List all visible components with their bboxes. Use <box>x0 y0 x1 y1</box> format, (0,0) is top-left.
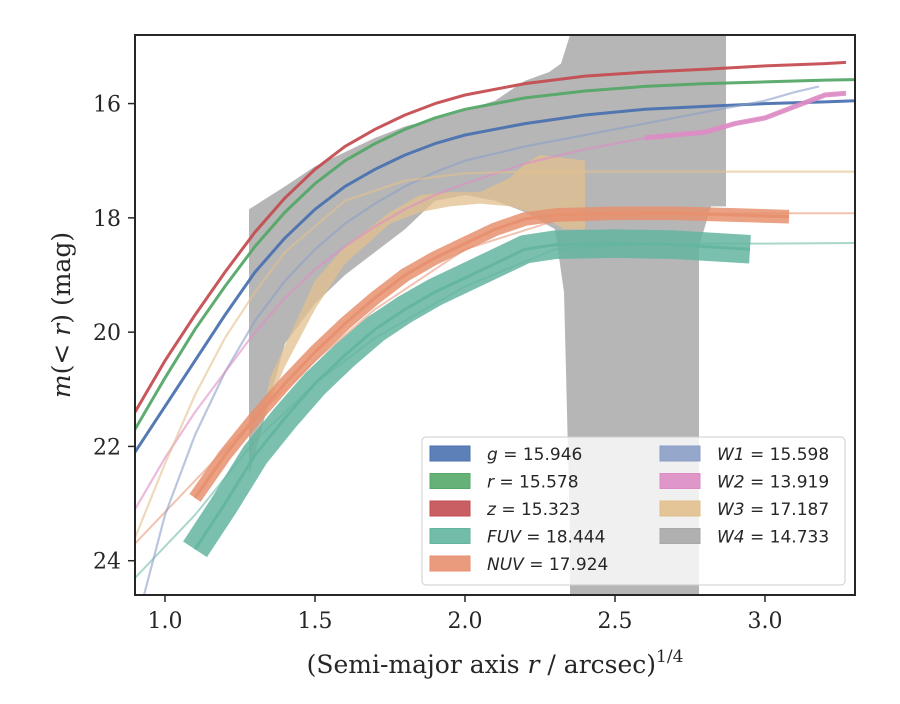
legend-swatch <box>659 445 701 462</box>
legend-item-w4: W4 = 14.733 <box>659 528 829 548</box>
legend-item-w1: W1 = 15.598 <box>659 445 829 465</box>
legend-item-w3: W3 = 17.187 <box>659 500 829 520</box>
legend-item-w2: W2 = 13.919 <box>659 473 829 493</box>
legend-box <box>421 436 846 586</box>
series-w3-line <box>135 170 855 539</box>
x-tick-label: 3.0 <box>748 609 783 634</box>
y-tick-label: 16 <box>93 93 121 118</box>
series-g-line <box>135 99 855 453</box>
legend-item-z: z = 15.323 <box>429 500 580 520</box>
series-fuv-line <box>193 242 751 551</box>
band-w3 <box>249 155 585 481</box>
series-nuv-line <box>193 211 790 499</box>
x-tick-label: 2.0 <box>448 609 483 634</box>
y-axis-label: m(< r) (mag) <box>47 232 76 398</box>
legend-swatch <box>429 528 471 544</box>
y-axis-label-open: ( <box>47 365 76 375</box>
legend-label: W3 = 17.187 <box>717 500 829 520</box>
y-tick-label: 20 <box>93 321 121 346</box>
legend-swatch <box>659 500 701 517</box>
axes-frame <box>134 34 856 596</box>
x-axis-label-pre: (Semi-major axis <box>307 650 528 679</box>
axis-ticks: 1.0 1.5 2.0 2.5 3.0 16 18 20 22 24 <box>93 93 783 634</box>
x-axis-label-var: r <box>528 650 542 679</box>
y-axis-label-var: m <box>47 374 76 398</box>
legend-label: NUV = 17.924 <box>487 555 608 575</box>
y-tick-label: 24 <box>93 550 121 575</box>
legend-item-g: g = 15.946 <box>429 445 582 465</box>
legend-swatch <box>659 473 701 489</box>
y-axis-label-cond: < r <box>47 322 76 365</box>
legend-swatch <box>429 445 471 462</box>
legend: g = 15.946 r = 15.578 z = 15.323 FUV = 18.4… <box>421 436 846 586</box>
y-tick-label: 18 <box>93 207 121 232</box>
legend-label: W1 = 15.598 <box>717 445 829 465</box>
x-tick-label: 1.0 <box>148 609 183 634</box>
x-tick-label: 2.5 <box>598 609 633 634</box>
y-tick-label: 22 <box>93 435 121 460</box>
legend-swatch <box>659 528 701 544</box>
series-w2-tail <box>644 90 847 141</box>
y-axis-label-rest: ) (mag) <box>47 232 76 324</box>
legend-label: z = 15.323 <box>486 500 580 520</box>
legend-label: g = 15.946 <box>487 445 582 465</box>
legend-item-r: r = 15.578 <box>429 473 579 493</box>
series-z-line <box>135 60 847 413</box>
x-tick-label: 1.5 <box>298 609 333 634</box>
legend-item-nuv: NUV = 17.924 <box>429 555 608 575</box>
x-axis-label-sup: 1/4 <box>656 647 683 667</box>
legend-item-fuv: FUV = 18.444 <box>429 528 605 548</box>
legend-swatch <box>429 500 471 517</box>
x-axis-label: (Semi-major axis r / arcsec)1/4 <box>307 647 684 679</box>
series-r-line <box>135 78 855 431</box>
legend-label: W4 = 14.733 <box>717 528 829 548</box>
legend-swatch <box>429 555 471 572</box>
legend-swatch <box>429 473 471 489</box>
legend-label: FUV = 18.444 <box>487 528 605 548</box>
x-axis-label-mid: / arcsec) <box>539 650 656 679</box>
legend-label: r = 15.578 <box>487 473 579 493</box>
legend-label: W2 = 13.919 <box>717 473 829 493</box>
